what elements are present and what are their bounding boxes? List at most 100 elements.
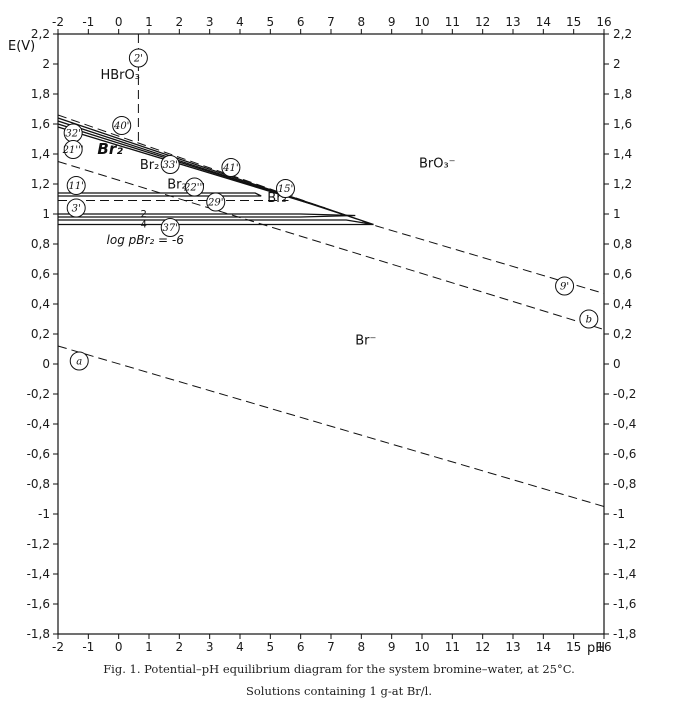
region-label: Br⁻	[355, 334, 376, 349]
line-label: 2'	[133, 54, 143, 65]
x-tick-label-bottom: 14	[536, 640, 551, 654]
line-label-circle	[69, 351, 89, 371]
x-tick-label-bottom: 4	[236, 640, 244, 654]
line-label: 11'	[68, 181, 83, 192]
y-tick-label-left: -1,8	[27, 627, 50, 641]
y-tick-label-right: 0,8	[613, 237, 632, 251]
figure-caption-line-2: Solutions containing 1 g-at Br/l.	[245, 684, 433, 698]
x-tick-label-top: -2	[52, 15, 64, 29]
region-label: Br₂	[140, 158, 159, 173]
line-label: 41'	[222, 163, 238, 174]
region-label: HBrO₃	[100, 68, 139, 83]
y-tick-label-left: 1,6	[31, 117, 50, 131]
y-tick-label-left: 0,4	[31, 297, 50, 311]
y-tick-label-right: -0,4	[613, 417, 636, 431]
line-label-circle	[63, 140, 83, 159]
y-tick-label-left: -1,6	[27, 597, 50, 611]
x-tick-label-top: 15	[566, 15, 581, 29]
y-tick-label-right: -1	[613, 507, 625, 521]
line-label: 40'	[113, 121, 129, 132]
region-label: Br₂	[97, 140, 123, 158]
y-tick-label-right: -0,6	[613, 447, 636, 461]
y-axis-label: E(V)	[8, 39, 35, 54]
x-tick-label-top: 9	[388, 15, 396, 29]
line-label-circle	[206, 192, 226, 212]
y-tick-label-right: 0,2	[613, 327, 632, 341]
line-label-circle	[276, 179, 295, 198]
x-tick-label-top: 4	[236, 15, 244, 29]
line-label: 37'	[162, 223, 177, 234]
y-tick-label-right: -1,8	[613, 627, 636, 641]
line-label: 33'	[162, 160, 177, 171]
x-tick-label-bottom: 10	[414, 640, 429, 654]
x-tick-label-top: -1	[82, 15, 94, 29]
equilibrium-line-11	[58, 213, 356, 218]
plot-frame	[57, 33, 605, 635]
line-label-circle	[112, 116, 132, 135]
equilibrium-line-2	[57, 161, 605, 330]
line-label-circle	[579, 309, 599, 329]
x-tick-label-top: 10	[414, 15, 429, 29]
x-tick-label-bottom: 8	[358, 640, 366, 654]
line-label-circle	[66, 176, 86, 195]
x-tick-label-bottom: 1	[145, 640, 153, 654]
x-tick-label-top: 0	[115, 15, 123, 29]
line-label-circle	[185, 177, 204, 197]
y-tick-label-right: -1,4	[613, 567, 636, 581]
y-tick-label-right: 1,6	[613, 117, 632, 131]
y-tick-label-left: -1,4	[27, 567, 50, 581]
potential-ph-diagram: -2-2-1-100112233445566778899101011111212…	[8, 15, 636, 656]
y-tick-label-left: 0,6	[31, 267, 50, 281]
x-tick-label-top: 11	[445, 15, 460, 29]
x-tick-label-bottom: 5	[267, 640, 275, 654]
y-tick-label-left: -1,2	[27, 537, 50, 551]
x-tick-label-top: 6	[297, 15, 305, 29]
x-tick-label-top: 12	[475, 15, 490, 29]
x-tick-label-top: 16	[596, 15, 611, 29]
figure-caption-line-1: Fig. 1. Potential–pH equilibrium diagram…	[103, 662, 575, 676]
y-tick-label-left: -1	[38, 507, 50, 521]
line-label: 3'	[72, 204, 81, 215]
equilibrium-line-8	[57, 126, 310, 205]
line-label-circle	[160, 155, 180, 174]
y-tick-label-right: -0,2	[613, 387, 636, 401]
y-tick-label-right: 1,2	[613, 177, 632, 191]
y-tick-label-left: 1,4	[31, 147, 50, 161]
line-label-circle	[160, 218, 180, 237]
x-tick-label-bottom: -1	[82, 640, 94, 654]
y-tick-label-left: -0,4	[27, 417, 50, 431]
x-tick-label-top: 7	[327, 15, 335, 29]
line-label-circle	[221, 158, 241, 177]
x-tick-label-top: 13	[505, 15, 520, 29]
line-label: 9'	[560, 282, 569, 293]
y-tick-label-right: 1,8	[613, 87, 632, 101]
x-tick-label-top: 8	[358, 15, 366, 29]
x-tick-label-top: 5	[267, 15, 275, 29]
region-label: -4	[137, 220, 147, 231]
line-label: 15'	[278, 184, 293, 195]
line-label-circle	[66, 198, 86, 218]
y-tick-label-left: 1,8	[31, 87, 50, 101]
equilibrium-line-12	[58, 219, 374, 226]
x-tick-label-top: 2	[176, 15, 184, 29]
x-tick-label-bottom: 9	[388, 640, 396, 654]
x-tick-label-top: 3	[206, 15, 214, 29]
line-label: b	[586, 315, 592, 326]
x-tick-label-bottom: 0	[115, 640, 123, 654]
y-tick-label-left: 0,8	[31, 237, 50, 251]
y-tick-label-right: 2	[613, 57, 621, 71]
x-tick-label-bottom: 12	[475, 640, 490, 654]
y-tick-label-right: 1,4	[613, 147, 632, 161]
equilibrium-line-9	[58, 192, 262, 197]
line-label-circle	[128, 48, 148, 68]
x-tick-label-bottom: 13	[505, 640, 520, 654]
y-tick-label-right: 0,6	[613, 267, 632, 281]
y-tick-label-left: 1	[42, 207, 50, 221]
y-tick-label-right: 0	[613, 357, 621, 371]
y-tick-label-left: 0,2	[31, 327, 50, 341]
line-label: 29'	[207, 198, 223, 209]
y-tick-label-left: 1,2	[31, 177, 50, 191]
y-tick-label-left: -0,2	[27, 387, 50, 401]
x-tick-label-top: 1	[145, 15, 153, 29]
x-tick-label-bottom: 7	[327, 640, 335, 654]
